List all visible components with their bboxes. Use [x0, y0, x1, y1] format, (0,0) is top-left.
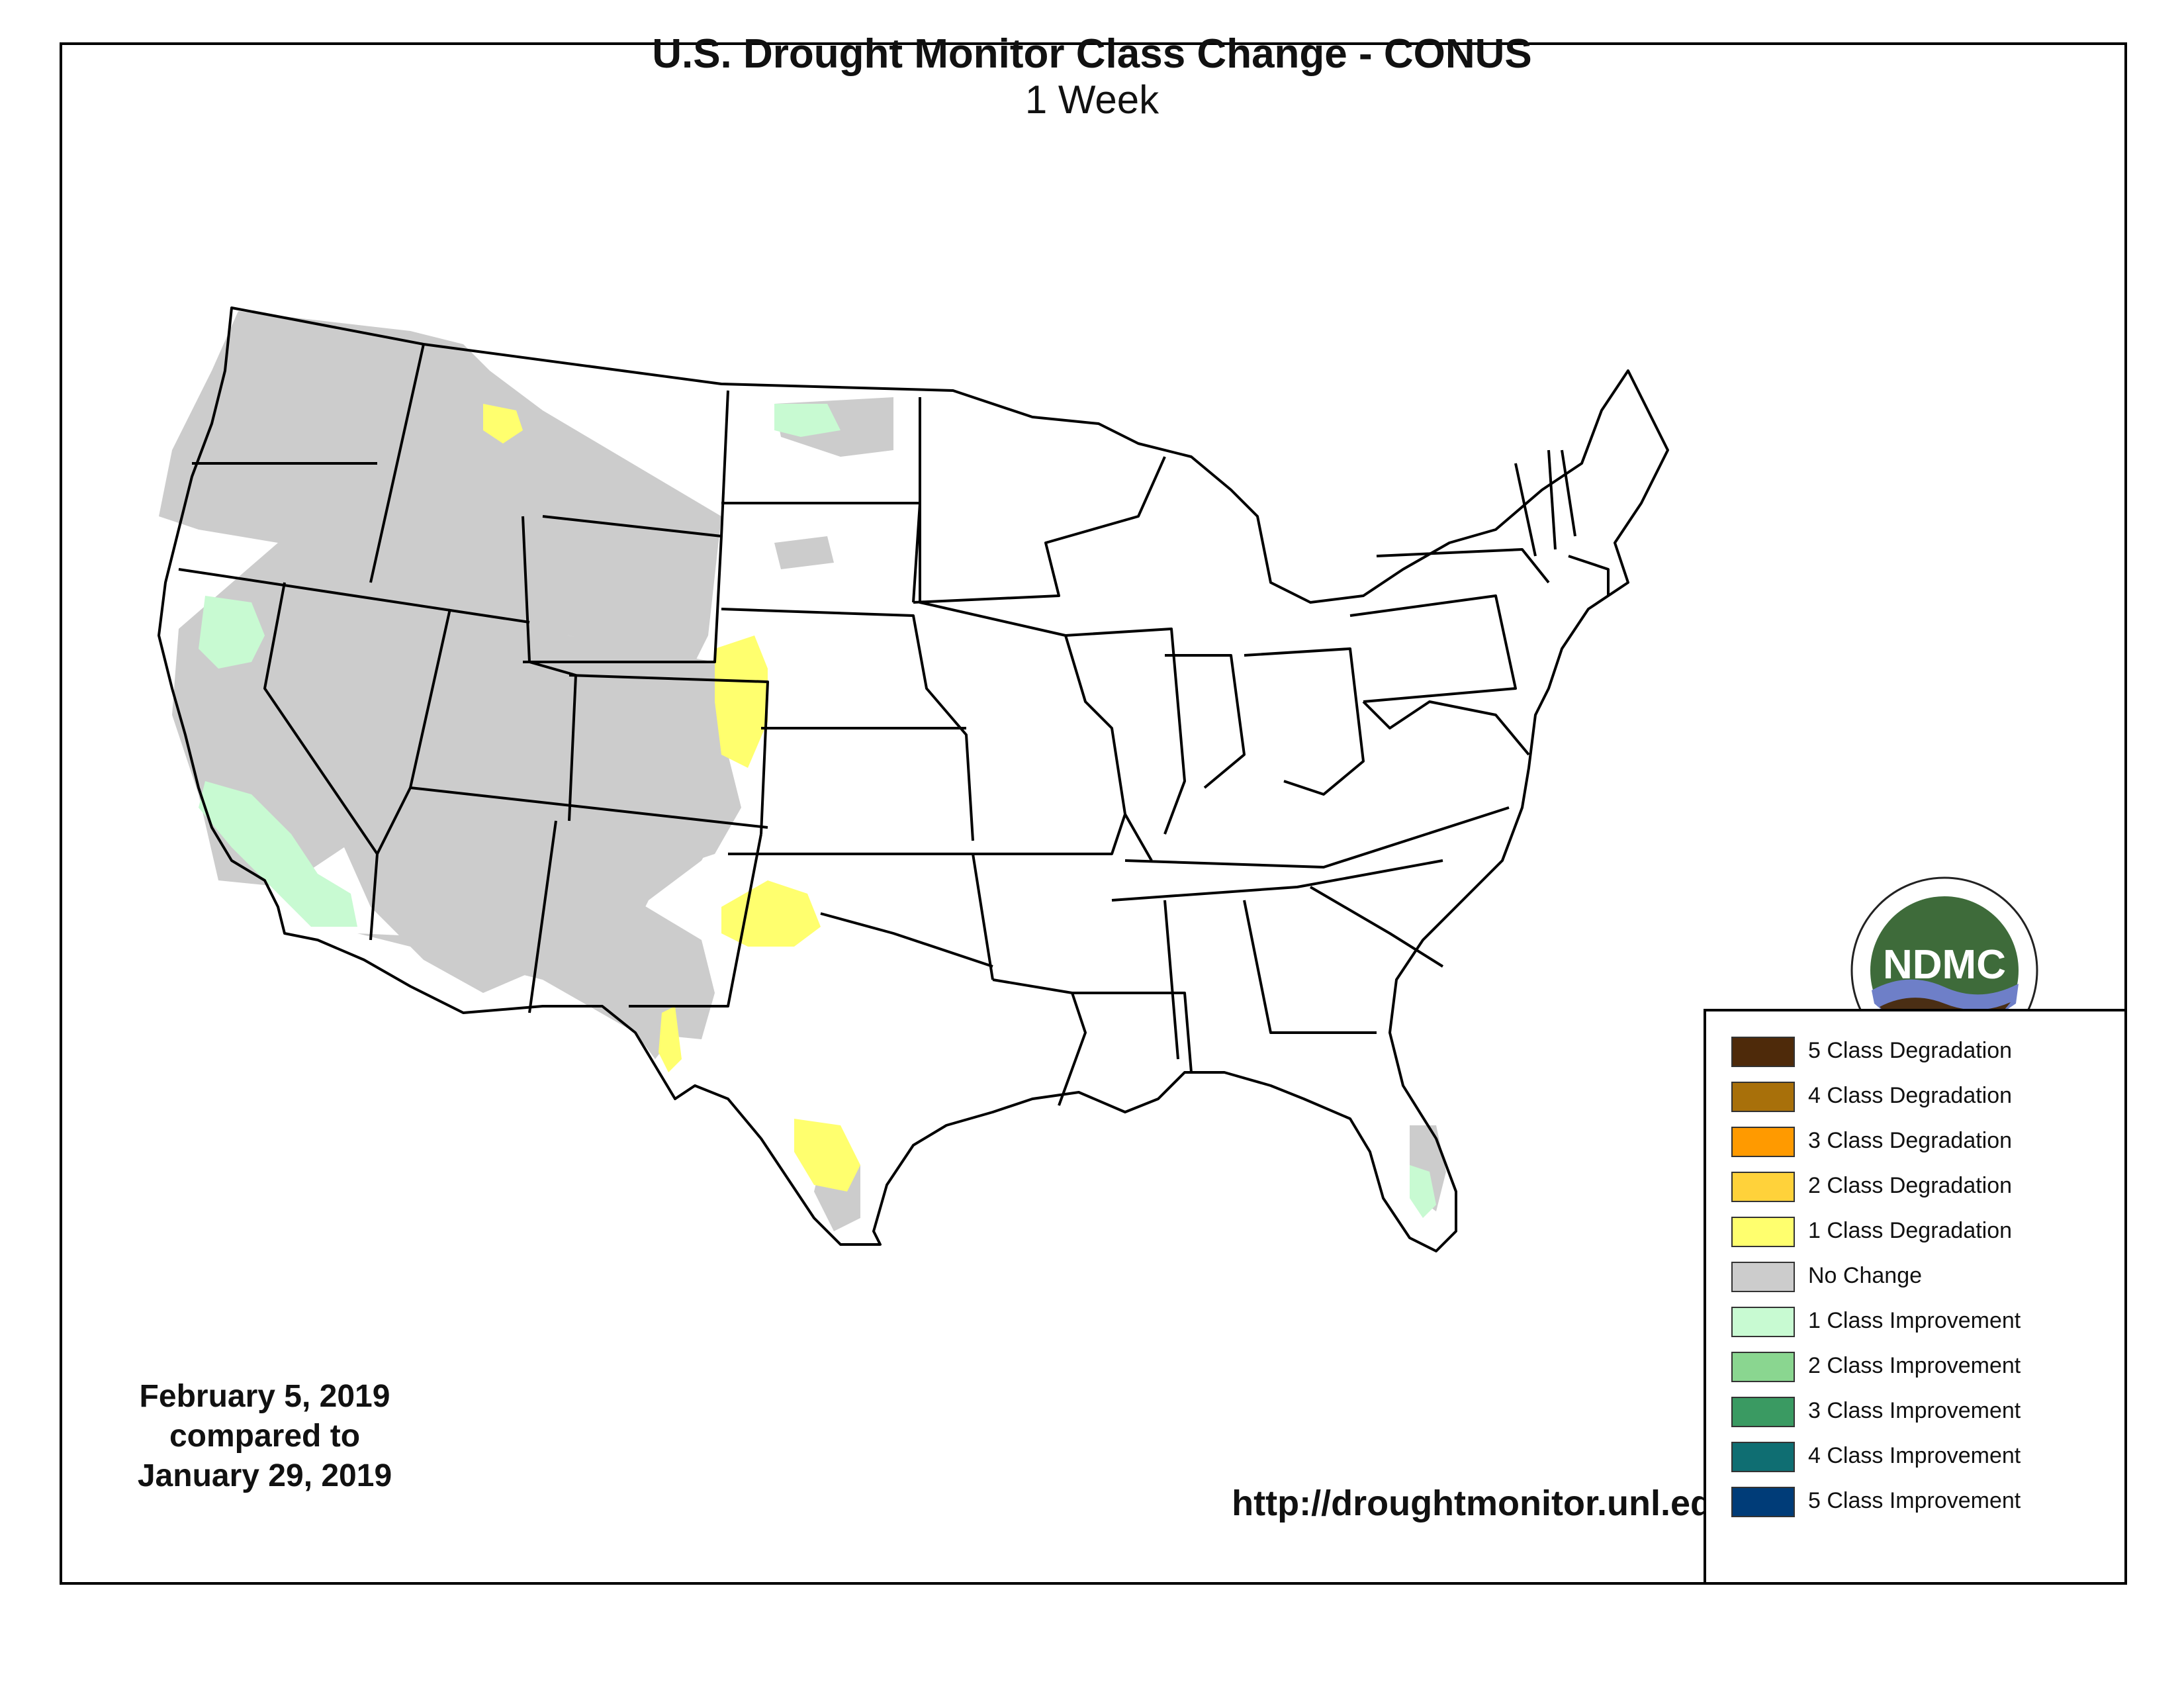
legend-label: 3 Class Improvement — [1808, 1398, 2021, 1423]
state-line — [1349, 594, 1517, 703]
legend-swatch — [1731, 1442, 1795, 1472]
north-dakota-improvement-area — [774, 404, 841, 437]
source-url[interactable]: http://droughtmonitor.unl.edu — [1232, 1483, 1734, 1523]
state-line — [720, 390, 729, 537]
state-line — [522, 516, 577, 821]
state-boundaries — [158, 306, 1669, 1252]
state-line — [1072, 992, 1193, 1073]
state-line — [1163, 900, 1179, 1060]
state-line — [1568, 555, 1610, 596]
legend-label: 5 Class Degradation — [1808, 1038, 2013, 1063]
conus-outline — [158, 306, 1669, 1252]
degradation-areas — [483, 404, 860, 1192]
state-line — [919, 397, 1153, 861]
current-date: February 5, 2019 — [139, 1379, 390, 1414]
legend-label: 5 Class Improvement — [1808, 1488, 2021, 1513]
legend-label: 1 Class Improvement — [1808, 1308, 2021, 1333]
legend-swatch — [1731, 1262, 1795, 1292]
legend-label: 1 Class Degradation — [1808, 1218, 2013, 1243]
legend-label: No Change — [1808, 1263, 1923, 1288]
colorado-degradation-area — [715, 635, 768, 768]
state-line — [820, 912, 993, 968]
state-line — [1243, 900, 1377, 1034]
map-title: U.S. Drought Monitor Class Change - CONU… — [652, 31, 1532, 77]
improvement-areas — [199, 404, 1436, 1218]
state-line — [523, 515, 723, 663]
idaho-degradation-area — [483, 404, 523, 444]
florida-improvement-area — [1410, 1165, 1436, 1218]
state-line — [1111, 859, 1443, 902]
state-line — [1165, 654, 1246, 789]
state-line — [913, 456, 1166, 604]
state-line — [992, 978, 1087, 1106]
legend-swatch — [1731, 1037, 1795, 1067]
south-dakota-no-change-area — [774, 536, 834, 569]
legend-swatch — [1731, 1397, 1795, 1427]
legend-swatch — [1731, 1307, 1795, 1337]
state-line — [569, 674, 769, 835]
northwest-no-change-area — [159, 311, 721, 662]
state-line — [1309, 886, 1444, 968]
california-improvement-area — [199, 596, 265, 669]
legend-swatch — [1731, 1217, 1795, 1247]
state-line — [1362, 700, 1530, 756]
date-comparison: February 5, 2019 compared to January 29,… — [60, 1377, 470, 1496]
legend-swatch — [1731, 1487, 1795, 1517]
previous-date: January 29, 2019 — [137, 1458, 392, 1493]
state-line — [1376, 548, 1550, 584]
legend-label: 4 Class Improvement — [1808, 1443, 2021, 1468]
state-line — [1244, 647, 1365, 796]
legend-swatch — [1731, 1127, 1795, 1157]
legend-label: 4 Class Degradation — [1808, 1083, 2013, 1108]
legend-swatch — [1731, 1172, 1795, 1202]
state-line — [1065, 628, 1186, 835]
state-line — [369, 608, 451, 941]
legend-label: 2 Class Degradation — [1808, 1173, 2013, 1198]
state-line — [1124, 806, 1510, 868]
state-line — [721, 608, 974, 841]
state-line — [528, 820, 557, 1013]
state-line — [973, 814, 1126, 855]
compared-to-label: compared to — [169, 1419, 361, 1454]
southeast-texas-plateau-degradation-area — [794, 1119, 860, 1192]
state-line — [410, 786, 768, 829]
logo-abbreviation: NDMC — [1883, 942, 2006, 988]
no-change-areas — [159, 311, 1446, 1231]
map-legend: 5 Class Degradation 4 Class Degradation … — [1704, 1009, 2124, 1582]
legend-label: 3 Class Degradation — [1808, 1128, 2013, 1153]
state-line — [263, 582, 379, 855]
state-line — [1514, 463, 1537, 557]
state-line — [1547, 449, 1557, 550]
state-line — [1561, 449, 1576, 537]
map-subtitle: 1 Week — [1024, 77, 1160, 122]
legend-swatch — [1731, 1352, 1795, 1382]
state-line — [369, 344, 425, 583]
legend-label: 2 Class Improvement — [1808, 1353, 2021, 1378]
texas-panhandle-degradation-area — [721, 880, 821, 947]
state-line — [629, 833, 762, 1008]
state-line — [178, 568, 530, 624]
colorado-plateau-no-change-area — [529, 662, 728, 980]
southeast-new-mexico-degradation-area — [659, 1006, 682, 1072]
southern-california-improvement-area — [199, 781, 357, 927]
legend-swatch — [1731, 1082, 1795, 1112]
